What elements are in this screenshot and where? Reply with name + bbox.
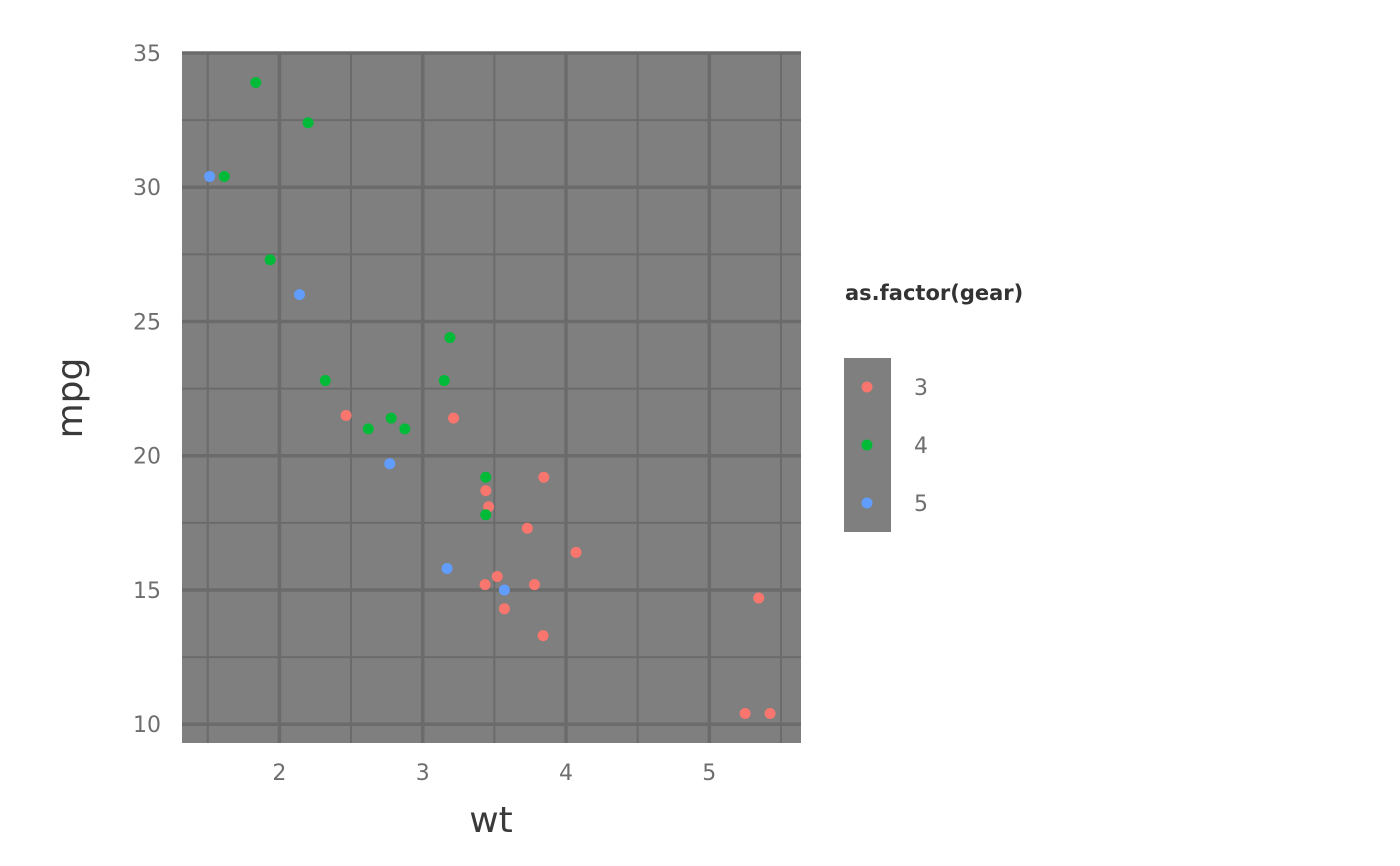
data-point-gear-4 bbox=[480, 471, 492, 483]
data-point-gear-3 bbox=[340, 409, 352, 421]
data-point-gear-3 bbox=[537, 630, 549, 642]
y-tick-label: 15 bbox=[133, 579, 161, 604]
data-point-gear-3 bbox=[538, 471, 550, 483]
data-point-gear-4 bbox=[302, 117, 314, 129]
data-point-gear-4 bbox=[438, 375, 450, 387]
data-point-gear-3 bbox=[753, 592, 765, 604]
data-point-gear-3 bbox=[479, 579, 491, 591]
data-point-gear-5 bbox=[498, 584, 510, 596]
data-point-gear-5 bbox=[293, 289, 305, 301]
legend-keys: 3 4 5 bbox=[861, 376, 928, 517]
data-point-gear-4 bbox=[362, 423, 374, 435]
y-tick-label: 25 bbox=[133, 310, 161, 335]
data-point-gear-4 bbox=[444, 332, 456, 344]
data-point-gear-4 bbox=[480, 509, 492, 521]
y-tick-label: 10 bbox=[133, 713, 161, 738]
data-point-gear-4 bbox=[218, 171, 230, 183]
data-points bbox=[204, 77, 776, 719]
data-point-gear-3 bbox=[480, 485, 492, 497]
data-point-gear-5 bbox=[441, 562, 453, 574]
data-point-gear-4 bbox=[385, 412, 397, 424]
plot-panel bbox=[182, 53, 801, 743]
legend: as.factor(gear) 3 4 5 bbox=[844, 281, 1023, 532]
data-point-gear-5 bbox=[384, 458, 396, 470]
legend-label-4: 4 bbox=[914, 434, 928, 459]
y-tick-label: 35 bbox=[133, 42, 161, 67]
data-point-gear-3 bbox=[739, 707, 751, 719]
legend-title: as.factor(gear) bbox=[845, 281, 1023, 305]
tick-labels: 2 3 4 5 10 15 20 25 30 35 bbox=[133, 42, 716, 786]
legend-label-3: 3 bbox=[914, 376, 928, 401]
y-tick-label: 30 bbox=[133, 176, 161, 201]
data-point-gear-3 bbox=[570, 546, 582, 558]
legend-key-3 bbox=[861, 381, 873, 393]
data-point-gear-3 bbox=[498, 603, 510, 615]
legend-key-4 bbox=[861, 439, 873, 451]
x-tick-label: 4 bbox=[559, 761, 573, 786]
legend-key-5 bbox=[861, 497, 873, 509]
data-point-gear-3 bbox=[521, 522, 533, 534]
data-point-gear-3 bbox=[764, 707, 776, 719]
data-point-gear-3 bbox=[448, 412, 460, 424]
x-tick-label: 3 bbox=[416, 761, 430, 786]
y-tick-label: 20 bbox=[133, 445, 161, 470]
grid-lines bbox=[182, 51, 801, 743]
data-point-gear-4 bbox=[250, 77, 262, 89]
data-point-gear-4 bbox=[264, 254, 276, 266]
data-point-gear-4 bbox=[319, 375, 331, 387]
legend-label-5: 5 bbox=[914, 492, 928, 517]
data-point-gear-3 bbox=[491, 571, 503, 583]
data-point-gear-4 bbox=[399, 423, 411, 435]
x-tick-label: 2 bbox=[272, 761, 286, 786]
y-axis-title: mpg bbox=[50, 358, 91, 439]
data-point-gear-3 bbox=[528, 579, 540, 591]
x-tick-label: 5 bbox=[702, 761, 716, 786]
x-axis-title: wt bbox=[469, 800, 513, 841]
data-point-gear-5 bbox=[204, 171, 216, 183]
